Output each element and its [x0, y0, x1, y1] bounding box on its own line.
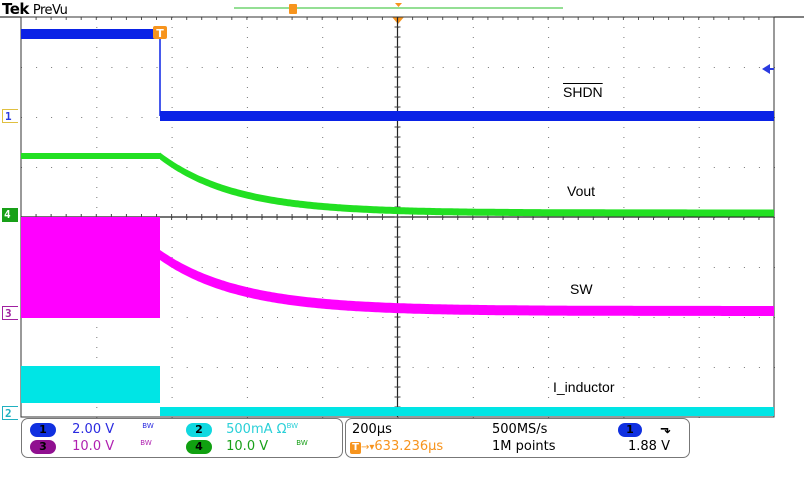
timebase-trigger-panel: 200µs 500MS/s 1 ⬎ T →▾633.236µs 1M points…: [345, 418, 690, 458]
record-center-marker: [395, 3, 402, 7]
ch4-ground-marker[interactable]: 4: [2, 208, 18, 222]
ch2-scale: 500mA: [226, 422, 273, 437]
trace-label-i-inductor: I_inductor: [553, 379, 615, 395]
ch3-badge: 3: [30, 440, 56, 454]
ch2-termination: Ω: [276, 422, 287, 437]
ch3-scale: 10.0 V: [72, 439, 115, 454]
ch2-badge: 2: [186, 423, 212, 437]
ch4-bw-limit: BW: [296, 439, 308, 447]
ch1-setting[interactable]: 1 2.00 V BW: [30, 422, 154, 437]
acquisition-mode: PreVu: [32, 3, 68, 18]
ch4-trace-steady: [21, 153, 160, 159]
ch2-setting[interactable]: 2 500mA ΩBW: [186, 422, 298, 437]
ch3-trace-switching: [21, 217, 160, 318]
ch4-badge: 4: [186, 440, 212, 454]
ch4-setting[interactable]: 4 10.0 V BW: [186, 439, 308, 454]
trigger-source-badge: 1: [618, 423, 642, 437]
trigger-point-marker: T: [153, 26, 167, 40]
ch1-badge: 1: [30, 423, 56, 437]
trigger-delay[interactable]: T →▾633.236µs: [350, 439, 443, 454]
delay-arrow-icon: →▾: [361, 442, 375, 453]
ch2-bw-limit: BW: [286, 422, 299, 430]
trigger-t-icon: T: [350, 442, 361, 454]
trigger-level[interactable]: 1.88 V: [628, 439, 670, 454]
ch4-scale: 10.0 V: [226, 439, 269, 454]
sample-rate: 500MS/s: [492, 422, 548, 437]
ch1-ground-marker[interactable]: 1: [2, 109, 18, 123]
ch1-trace-high: [21, 29, 160, 39]
ch3-setting[interactable]: 3 10.0 V BW: [30, 439, 152, 454]
ch1-trace-low: [160, 111, 774, 121]
trigger-level-arrow: [762, 64, 770, 74]
ch1-bw-limit: BW: [142, 422, 154, 430]
trigger-source[interactable]: 1 ⬎: [618, 422, 671, 437]
ch2-ground-marker[interactable]: 2: [2, 406, 18, 420]
svg-text:T: T: [156, 27, 164, 40]
falling-edge-icon: ⬎: [660, 422, 672, 437]
ch3-bw-limit: BW: [140, 439, 152, 447]
ch2-trace-zero: [160, 407, 774, 416]
scope-brand: Tek PreVu: [2, 0, 68, 18]
trace-label-shdn: SHDN: [563, 84, 603, 100]
ch3-ground-marker[interactable]: 3: [2, 306, 18, 320]
record-trigger-marker: [289, 4, 297, 14]
trace-label-sw: SW: [570, 281, 593, 297]
trace-label-vout: Vout: [567, 183, 596, 199]
record-length: 1M points: [492, 439, 556, 454]
ch2-trace-switching: [21, 366, 160, 403]
ch1-scale: 2.00 V: [72, 422, 115, 437]
channel-settings-panel: 1 2.00 V BW 2 500mA ΩBW 3 10.0 V BW 4 10…: [21, 418, 343, 458]
ch3-trace-decay: [160, 250, 774, 316]
horizontal-scale[interactable]: 200µs: [352, 422, 392, 437]
ch4-trace-decay: [160, 152, 774, 217]
